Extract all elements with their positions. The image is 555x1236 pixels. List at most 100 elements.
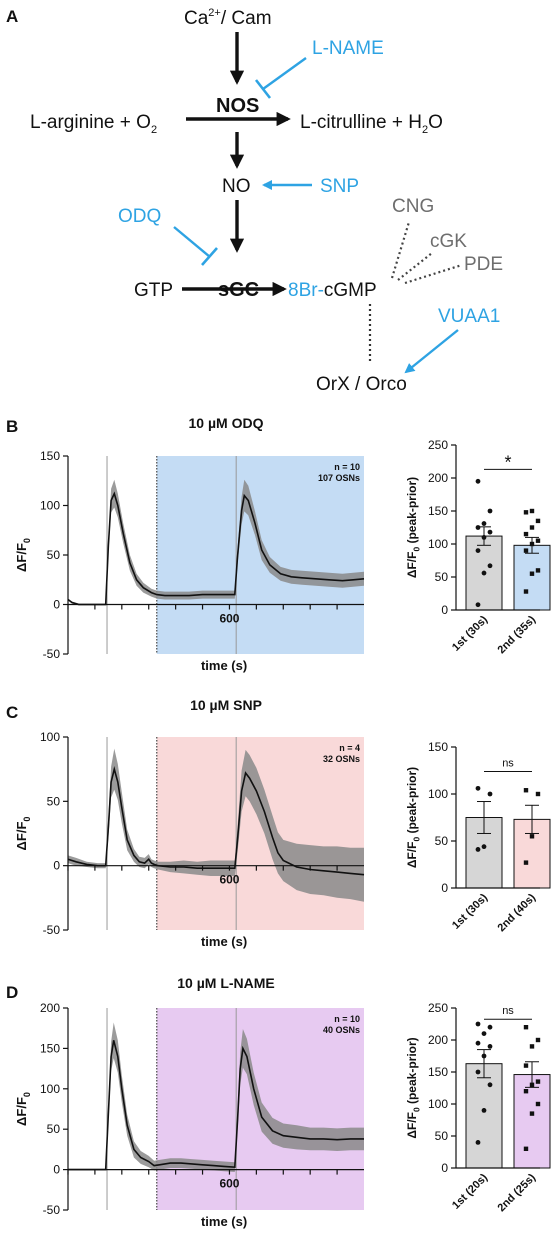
- pathway-diagram: A Ca2+/ Cam L-NAME NOS L-arginine + O2 L…: [6, 7, 503, 395]
- y-tick-label: 50: [47, 794, 61, 808]
- data-point: [529, 1082, 535, 1087]
- significance-label: *: [504, 452, 511, 472]
- mean-trace: [67, 491, 365, 606]
- data-point: [475, 602, 481, 608]
- data-point: [535, 1037, 541, 1043]
- bar-chart-odq: 1st (30s) 2nd (35s) 0 50 100 150 200 250 ΔF/F0 (…: [405, 438, 551, 656]
- y-tick-label: 0: [441, 1161, 448, 1175]
- trace-chart-snp: 10 µM SNP -50 0 50 100 600 time (s) ΔF/F0 n = 43…: [14, 697, 365, 949]
- data-point: [475, 525, 481, 530]
- cng-label: CNG: [392, 196, 434, 217]
- y-tick-label: 50: [435, 570, 449, 584]
- y-tick-label: -50: [43, 1203, 61, 1217]
- data-point: [523, 788, 529, 793]
- nos-node: NOS: [216, 95, 259, 117]
- category-label-2: 2nd (35s): [495, 613, 538, 656]
- cgmp-node: 8Br-cGMP: [288, 280, 377, 301]
- data-point: [475, 1140, 481, 1145]
- l-citrulline-node: L-citrulline + H2O: [300, 112, 443, 136]
- chart-title: 10 µM L-NAME: [177, 975, 275, 991]
- y-axis-label: ΔF/F0 (peak-prior): [405, 477, 422, 578]
- l-name-label: L-NAME: [312, 38, 384, 59]
- data-point: [481, 844, 487, 850]
- y-tick-label: 250: [428, 438, 448, 452]
- y-tick-label: 0: [53, 859, 60, 873]
- x-tick-label: 600: [219, 1177, 239, 1191]
- y-tick-label: 150: [40, 1041, 60, 1055]
- data-point: [529, 1111, 535, 1116]
- odq-inhibit-bar: [201, 247, 218, 266]
- y-axis-label: ΔF/F0: [14, 538, 32, 572]
- data-point: [481, 1053, 487, 1059]
- category-label-2: 2nd (25s): [495, 1171, 538, 1214]
- bar-chart-snp: 1st (30s) 2nd (40s) 0 50 100 150 ΔF/F0 (peak-p…: [405, 740, 551, 934]
- cgmp-pde-link: [404, 263, 463, 285]
- data-point: [487, 1044, 493, 1049]
- data-point: [481, 1031, 487, 1036]
- data-point: [487, 508, 493, 514]
- data-point: [475, 785, 481, 791]
- data-point: [481, 1108, 487, 1113]
- data-point: [475, 1069, 481, 1075]
- data-point: [475, 478, 481, 484]
- y-axis-label: ΔF/F0: [14, 817, 32, 851]
- data-point: [481, 535, 487, 540]
- data-point: [535, 1101, 541, 1107]
- panel-label-b: B: [6, 417, 18, 436]
- data-point: [481, 521, 487, 526]
- y-tick-label: 150: [428, 504, 448, 518]
- x-axis-label: time (s): [201, 934, 247, 949]
- data-point: [535, 518, 541, 524]
- data-point: [529, 571, 535, 576]
- data-point: [523, 1089, 529, 1094]
- y-tick-label: 50: [47, 1122, 61, 1136]
- data-point: [487, 563, 493, 569]
- y-tick-label: 50: [47, 548, 61, 562]
- data-point: [523, 531, 529, 537]
- osn-annotation: 40 OSNs: [323, 1025, 360, 1035]
- n-annotation: n = 10: [334, 462, 360, 472]
- y-tick-label: 100: [40, 730, 60, 744]
- y-tick-label: 50: [435, 834, 449, 848]
- odq-inhibit-line: [173, 226, 211, 258]
- y-axis-label: ΔF/F0 (peak-prior): [405, 1037, 422, 1138]
- osn-annotation: 32 OSNs: [323, 754, 360, 764]
- n-annotation: n = 4: [339, 743, 360, 753]
- y-axis-label: ΔF/F0 (peak-prior): [405, 767, 422, 868]
- data-point: [529, 541, 535, 547]
- no-node: NO: [222, 176, 251, 197]
- x-axis-label: time (s): [201, 658, 247, 673]
- cgmp-cng-link: [390, 221, 411, 279]
- ca-cam-node: Ca2+/ Cam: [184, 7, 272, 29]
- significance-label: ns: [502, 757, 514, 769]
- chart-title: 10 µM ODQ: [189, 415, 264, 431]
- snp-label: SNP: [320, 176, 359, 197]
- data-point: [487, 1082, 493, 1088]
- bar-2: [513, 544, 551, 611]
- y-tick-label: 100: [428, 787, 448, 801]
- data-point: [523, 510, 529, 515]
- odq-label: ODQ: [118, 206, 161, 227]
- data-point: [475, 548, 481, 553]
- l-arginine-node: L-arginine + O2: [30, 112, 157, 136]
- data-point: [523, 548, 529, 553]
- y-tick-label: 200: [428, 1033, 448, 1047]
- data-point: [523, 1063, 529, 1068]
- sem-band: [68, 1022, 364, 1172]
- y-tick-label: 150: [428, 740, 448, 754]
- data-point: [535, 1079, 541, 1084]
- data-point: [529, 508, 535, 514]
- y-tick-label: 100: [40, 1082, 60, 1096]
- data-point: [475, 847, 481, 852]
- osn-annotation: 107 OSNs: [318, 473, 360, 483]
- l-name-inhibit-bar: [254, 79, 272, 99]
- data-point: [487, 1024, 493, 1030]
- data-point: [487, 529, 493, 535]
- significance-label: ns: [502, 1005, 514, 1017]
- n-annotation: n = 10: [334, 1014, 360, 1024]
- chart-title: 10 µM SNP: [190, 697, 262, 713]
- mean-trace: [68, 1040, 364, 1171]
- y-tick-label: 250: [428, 1001, 448, 1015]
- category-label-1: 1st (20s): [450, 1171, 490, 1211]
